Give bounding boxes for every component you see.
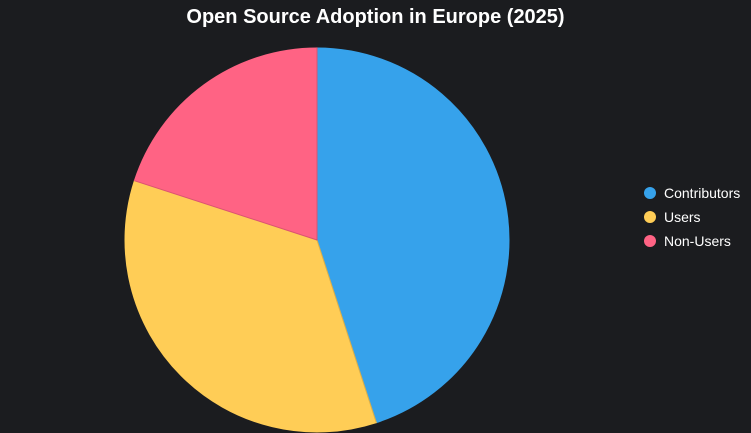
pie-slice-non-users[interactable] <box>133 47 318 241</box>
slice-separator <box>134 180 318 241</box>
pie-slice-contributors[interactable] <box>316 47 510 424</box>
slice-separator <box>316 239 377 423</box>
legend-swatch <box>644 187 656 199</box>
legend-label: Contributors <box>664 185 741 201</box>
legend-item-users[interactable]: Users <box>644 205 740 229</box>
legend-label: Non-Users <box>664 233 731 249</box>
chart-legend: Contributors Users Non-Users <box>644 181 740 253</box>
legend-swatch <box>644 211 656 223</box>
legend-item-non-users[interactable]: Non-Users <box>644 229 740 253</box>
chart-title: Open Source Adoption in Europe (2025) <box>186 6 565 28</box>
pie-slice-users[interactable] <box>124 180 377 433</box>
legend-label: Users <box>664 209 701 225</box>
legend-swatch <box>644 235 656 247</box>
legend-item-contributors[interactable]: Contributors <box>644 181 740 205</box>
